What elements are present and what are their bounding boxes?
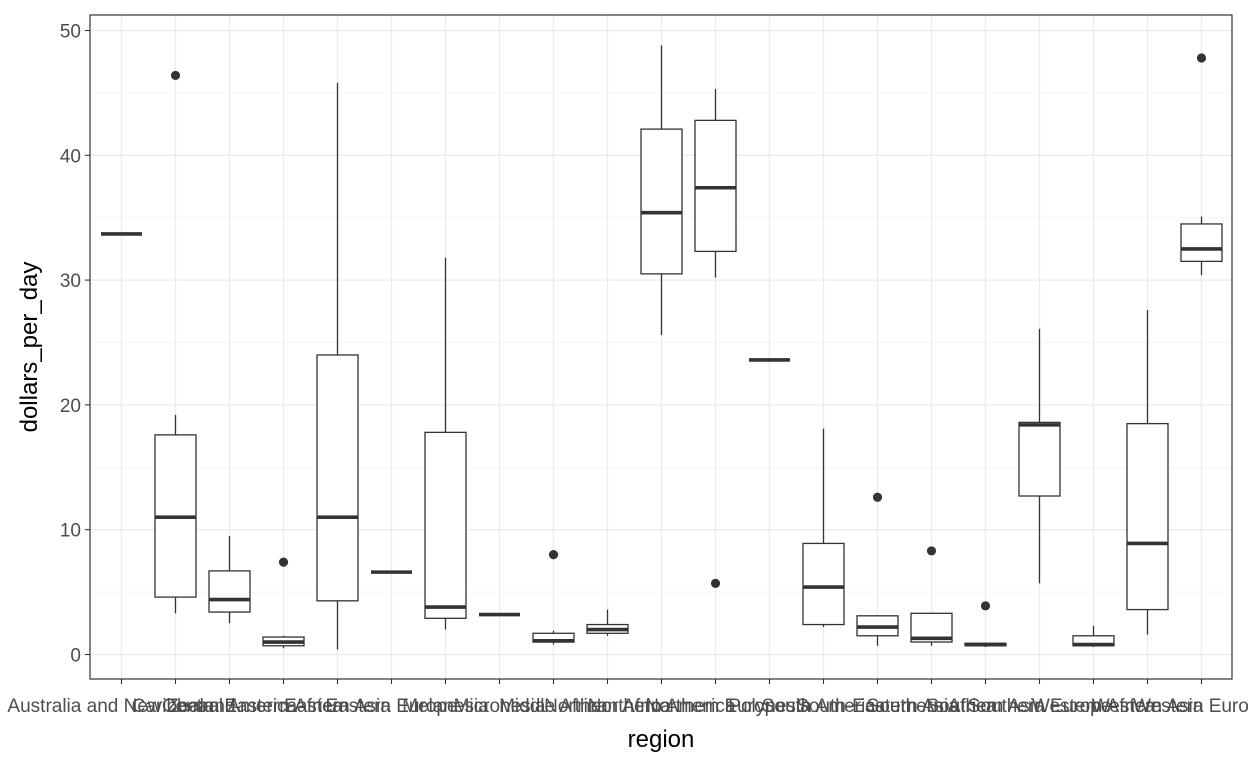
x-tick-label: Central America bbox=[162, 696, 298, 717]
x-tick-label: Micronesia bbox=[454, 696, 546, 717]
x-tick-label: Middle Africa bbox=[499, 696, 608, 717]
box-15 bbox=[856, 492, 899, 646]
y-tick-label: 0 bbox=[70, 646, 81, 667]
box-9 bbox=[532, 550, 575, 645]
x-tick-label: Eastern Asia bbox=[284, 696, 391, 717]
x-tick-label: Western Europe bbox=[1133, 696, 1248, 717]
x-axis-title: region bbox=[628, 726, 695, 753]
x-tick-label: Southern Asia bbox=[926, 696, 1045, 717]
x-tick-label: South-Eastern Asia bbox=[796, 696, 959, 717]
x-tick-label: Melanesia bbox=[402, 696, 489, 717]
x-tick-label: Caribbean bbox=[132, 696, 220, 717]
outlier-point bbox=[710, 578, 721, 588]
box-body bbox=[640, 128, 683, 275]
box-5 bbox=[316, 82, 359, 650]
x-tick-label: Australia and New Zealand bbox=[7, 696, 235, 717]
x-tick-label: Eastern Africa bbox=[224, 696, 343, 717]
box-2 bbox=[154, 70, 197, 614]
x-tick-label: Southern Europe bbox=[968, 696, 1112, 717]
box-body bbox=[316, 354, 359, 602]
x-tick-label: Eastern Europe bbox=[325, 696, 457, 717]
x-tick-label: Northern Europe bbox=[645, 696, 785, 717]
outlier-point bbox=[548, 550, 559, 560]
box-body bbox=[424, 431, 467, 619]
x-tick-label: Polynesia bbox=[728, 696, 811, 717]
box-10 bbox=[586, 609, 629, 636]
box-7 bbox=[424, 257, 467, 630]
y-tick-label: 50 bbox=[60, 22, 81, 43]
outlier-point bbox=[926, 546, 937, 556]
box-body bbox=[1018, 421, 1061, 497]
box-17 bbox=[964, 601, 1007, 648]
y-tick-label: 30 bbox=[60, 271, 81, 292]
outlier-point bbox=[278, 557, 289, 567]
outlier-point bbox=[980, 601, 991, 611]
y-tick-label: 20 bbox=[60, 396, 81, 417]
y-tick-label: 10 bbox=[60, 521, 81, 542]
x-tick-label: Northern Africa bbox=[544, 696, 671, 717]
outlier-point bbox=[872, 492, 883, 502]
x-axis: Australia and New ZealandCaribbeanCentra… bbox=[7, 679, 1248, 717]
box-21 bbox=[1180, 53, 1223, 276]
outlier-point bbox=[1196, 53, 1207, 63]
box-14 bbox=[802, 428, 845, 628]
x-tick-label: South America bbox=[762, 696, 886, 717]
y-tick-label: 40 bbox=[60, 146, 81, 167]
x-tick-label: Northern America bbox=[588, 696, 736, 717]
boxes-layer bbox=[101, 45, 1223, 650]
box-16 bbox=[910, 546, 953, 646]
box-body bbox=[802, 542, 845, 626]
box-body bbox=[208, 570, 251, 613]
x-tick-label: Western Asia bbox=[1092, 696, 1204, 717]
y-axis-title: dollars_per_day bbox=[16, 262, 43, 433]
y-axis: 0 10 20 30 40 50 bbox=[60, 22, 90, 667]
box-body bbox=[1180, 223, 1223, 263]
box-19 bbox=[1072, 625, 1115, 648]
outlier-point bbox=[170, 70, 181, 81]
box-body bbox=[694, 119, 737, 253]
box-4 bbox=[262, 557, 305, 649]
box-18 bbox=[1018, 328, 1061, 584]
box-3 bbox=[208, 535, 251, 624]
box-body bbox=[1126, 422, 1169, 611]
box-12 bbox=[694, 89, 737, 588]
box-11 bbox=[640, 45, 683, 336]
box-20 bbox=[1126, 310, 1169, 635]
x-tick-label: Southern Africa bbox=[867, 696, 997, 717]
x-tick-label: Western Africa bbox=[1032, 696, 1156, 717]
